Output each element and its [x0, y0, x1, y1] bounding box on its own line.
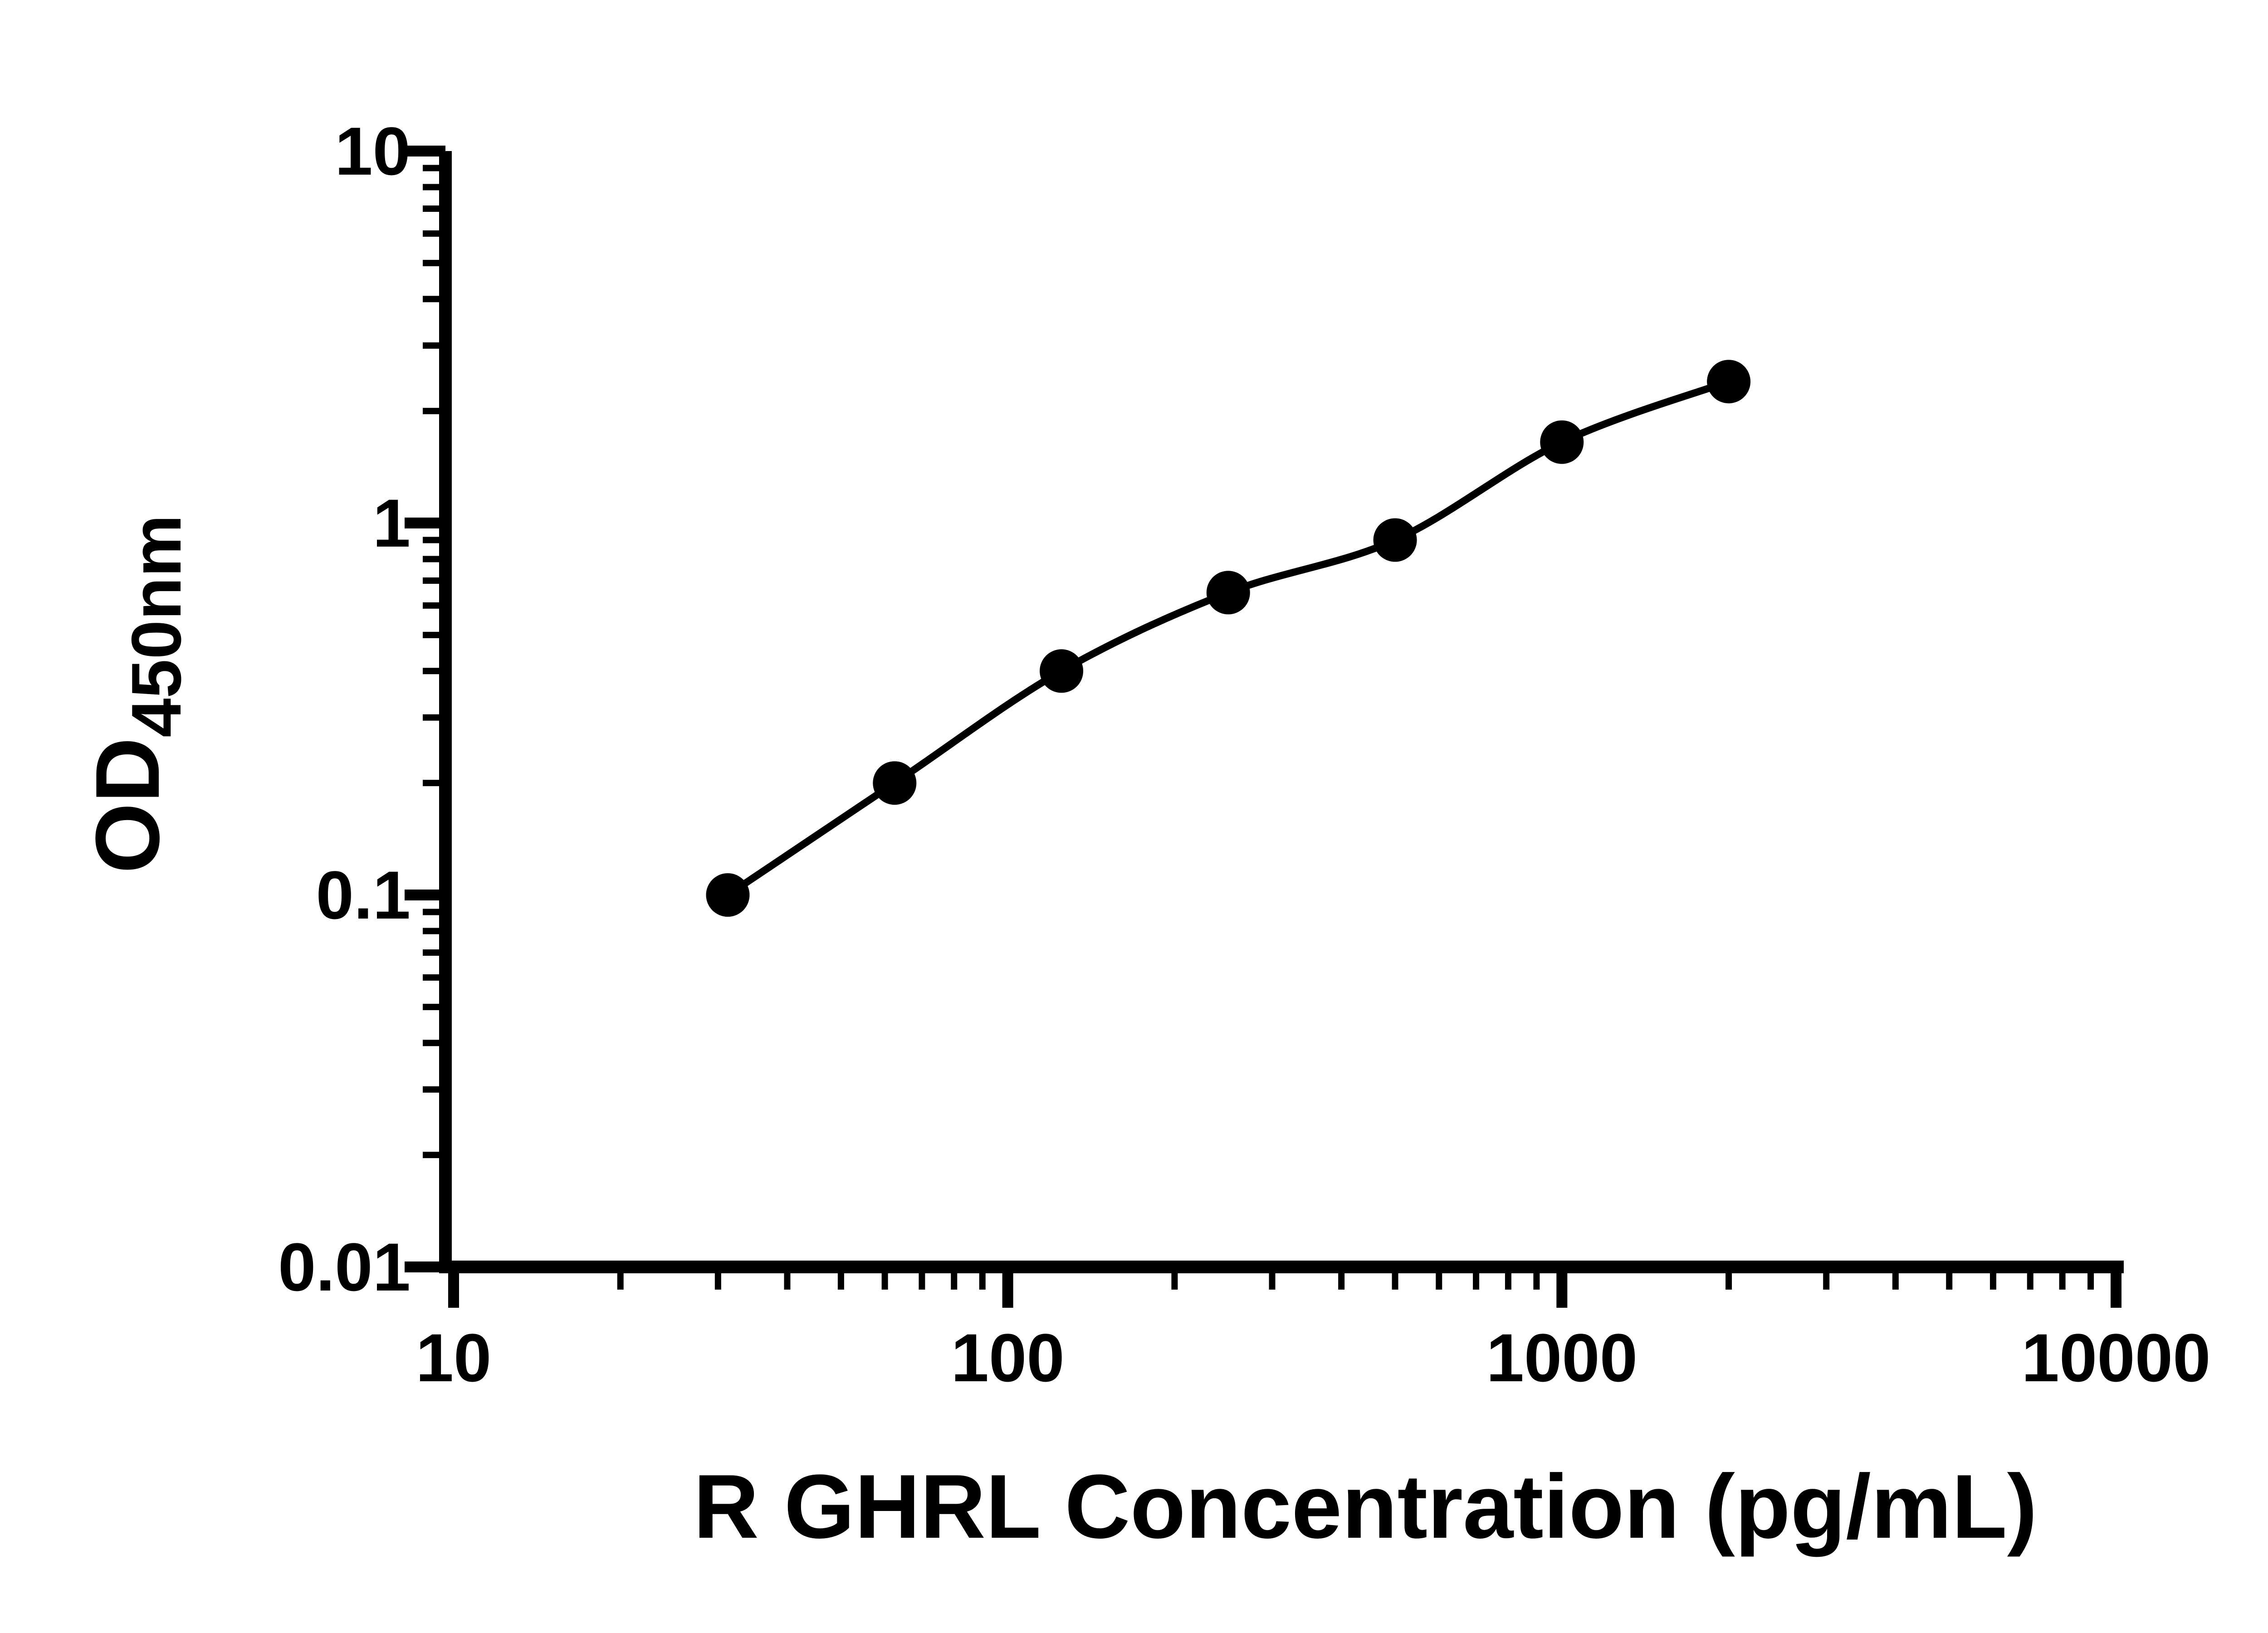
y-axis-title-subscript: 450nm: [117, 514, 196, 737]
tick-labels: 10 100 1000 10000 0.01 0.1 1 10: [278, 113, 2211, 1396]
data-point: [1206, 571, 1250, 615]
y-tick-label: 1: [373, 485, 411, 561]
y-tick-label: 0.1: [316, 857, 411, 933]
data-point: [1707, 360, 1751, 404]
y-tick-label: 10: [335, 113, 411, 189]
y-axis-title: OD450nm: [77, 514, 196, 873]
trend-line: [724, 378, 1733, 899]
data-point: [706, 873, 750, 917]
x-tick-label: 100: [951, 1320, 1065, 1396]
data-point: [1540, 420, 1584, 464]
y-tick-label: 0.01: [278, 1229, 411, 1305]
axis-spine: [439, 151, 2124, 1273]
axis-ticks: [405, 146, 2121, 1308]
y-axis-title-main: OD: [77, 738, 178, 874]
data-series: [706, 360, 1751, 917]
axes: [439, 151, 2124, 1273]
data-point: [873, 761, 917, 805]
x-tick-label: 10000: [2021, 1320, 2210, 1396]
x-axis-title: R GHRL Concentration (pg/mL): [694, 1456, 2038, 1557]
x-tick-label: 10: [416, 1320, 492, 1396]
x-tick-label: 1000: [1486, 1320, 1637, 1396]
data-point: [1040, 649, 1084, 693]
data-point: [1373, 518, 1417, 562]
